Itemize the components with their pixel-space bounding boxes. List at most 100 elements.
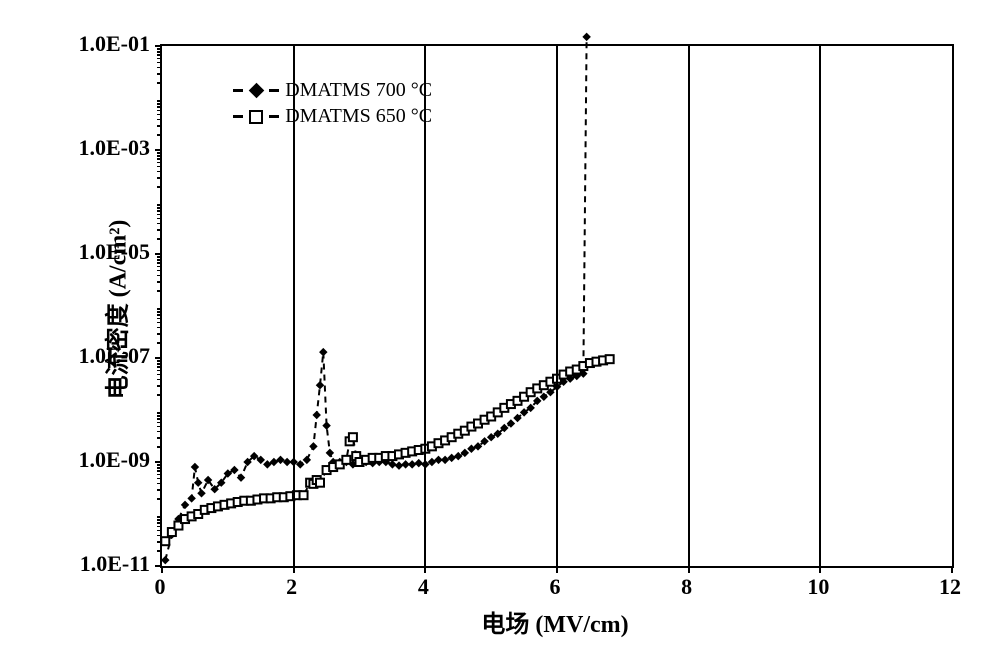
y-minor-tick [157, 275, 162, 277]
series-marker [415, 459, 423, 467]
series-marker [276, 456, 284, 464]
y-minor-tick [157, 308, 162, 310]
y-minor-tick [157, 446, 162, 448]
series-marker [408, 460, 416, 468]
gridline-v [819, 46, 821, 566]
x-tick-label: 2 [286, 574, 297, 600]
y-minor-tick [157, 238, 162, 240]
y-tick [155, 565, 162, 567]
y-minor-tick [157, 58, 162, 60]
y-minor-tick [157, 266, 162, 268]
series-marker [540, 392, 548, 400]
y-minor-tick [157, 467, 162, 469]
y-minor-tick [157, 73, 162, 75]
y-minor-tick [157, 171, 162, 173]
legend-label: DMATMS 700 °C [285, 79, 432, 102]
y-minor-tick [157, 103, 162, 105]
series-marker [257, 456, 265, 464]
y-minor-tick [157, 311, 162, 313]
y-minor-tick [157, 522, 162, 524]
y-minor-tick [157, 374, 162, 376]
series-marker [181, 501, 189, 509]
y-minor-tick [157, 385, 162, 387]
series-marker [191, 463, 199, 471]
y-minor-tick [157, 67, 162, 69]
y-minor-tick [157, 48, 162, 50]
chart-container: DMATMS 700 °CDMATMS 650 °C 电流密度 (A/cm²) … [20, 20, 980, 646]
x-tick [556, 566, 558, 573]
x-tick [161, 566, 163, 573]
y-minor-tick [157, 418, 162, 420]
series-marker [447, 454, 455, 462]
x-tick-label: 0 [155, 574, 166, 600]
y-minor-tick [157, 214, 162, 216]
y-tick-label: 1.0E-07 [60, 343, 150, 369]
x-tick-label: 4 [418, 574, 429, 600]
y-tick-label: 1.0E-01 [60, 31, 150, 57]
y-minor-tick [157, 152, 162, 154]
y-minor-tick [157, 134, 162, 136]
y-minor-tick [157, 281, 162, 283]
y-tick-label: 1.0E-09 [60, 447, 150, 473]
y-minor-tick [157, 342, 162, 344]
y-minor-tick [157, 464, 162, 466]
series-marker [161, 556, 169, 564]
gridline-v [556, 46, 558, 566]
y-minor-tick [157, 470, 162, 472]
series-marker [441, 456, 449, 464]
series-marker [316, 381, 324, 389]
y-minor-tick [157, 322, 162, 324]
y-minor-tick [157, 474, 162, 476]
series-marker [606, 355, 614, 363]
y-tick-label: 1.0E-05 [60, 239, 150, 265]
y-minor-tick [157, 498, 162, 500]
x-tick-label: 6 [550, 574, 561, 600]
series-marker [322, 421, 330, 429]
legend-swatch [233, 107, 279, 127]
x-tick [951, 566, 953, 573]
y-minor-tick [157, 223, 162, 225]
gridline-v [688, 46, 690, 566]
y-minor-tick [157, 51, 162, 53]
y-minor-tick [157, 186, 162, 188]
y-minor-tick [157, 394, 162, 396]
diamond-icon [248, 83, 264, 99]
legend: DMATMS 700 °C DMATMS 650 °C [225, 72, 440, 135]
y-minor-tick [157, 125, 162, 127]
y-minor-tick [157, 262, 162, 264]
series-marker [303, 456, 311, 464]
y-minor-tick [157, 177, 162, 179]
y-minor-tick [157, 415, 162, 417]
x-tick [424, 566, 426, 573]
series-marker [237, 473, 245, 481]
y-minor-tick [157, 363, 162, 365]
legend-label: DMATMS 650 °C [285, 105, 432, 128]
series-marker [309, 442, 317, 450]
series-marker [349, 433, 357, 441]
x-tick-label: 12 [939, 574, 961, 600]
y-tick-label: 1.0E-11 [60, 551, 150, 577]
y-minor-tick [157, 526, 162, 528]
y-minor-tick [157, 360, 162, 362]
plot-area: DMATMS 700 °C DMATMS 650 °C [160, 44, 954, 568]
y-tick-label: 1.0E-03 [60, 135, 150, 161]
y-minor-tick [157, 318, 162, 320]
y-minor-tick [157, 366, 162, 368]
series-marker [161, 537, 169, 545]
y-minor-tick [157, 259, 162, 261]
series-marker [326, 449, 334, 457]
gridline-v [293, 46, 295, 566]
series-marker [342, 456, 350, 464]
legend-item: DMATMS 700 °C [233, 79, 432, 102]
y-tick [155, 461, 162, 463]
y-minor-tick [157, 218, 162, 220]
y-minor-tick [157, 516, 162, 518]
y-minor-tick [157, 426, 162, 428]
y-minor-tick [157, 483, 162, 485]
y-minor-tick [157, 333, 162, 335]
series-marker [187, 494, 195, 502]
y-minor-tick [157, 370, 162, 372]
y-minor-tick [157, 535, 162, 537]
x-axis-label: 电场 (MV/cm) [481, 604, 628, 639]
y-tick [155, 357, 162, 359]
